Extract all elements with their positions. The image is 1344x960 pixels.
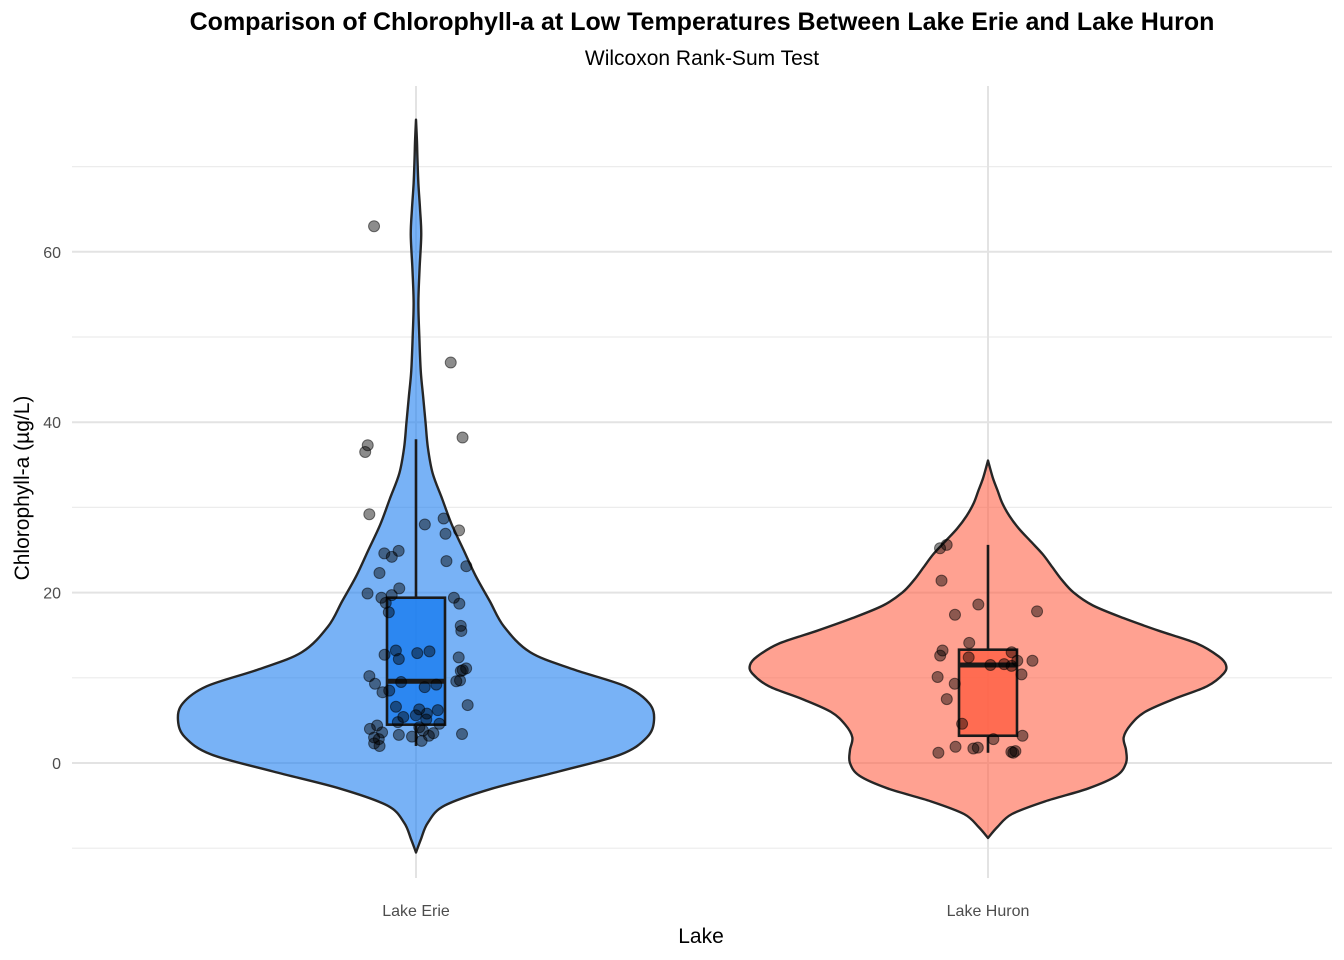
data-point (389, 700, 402, 713)
data-point (409, 709, 422, 722)
data-point (379, 596, 392, 609)
box-iqr (385, 596, 447, 726)
y-tick-labels: 0 20 40 60 (43, 245, 61, 773)
y-tick-label: 0 (52, 756, 61, 773)
data-point (395, 676, 408, 689)
data-point (461, 699, 474, 712)
data-point (934, 542, 947, 555)
data-point (940, 538, 953, 551)
data-point (418, 518, 431, 531)
data-point (1007, 746, 1020, 759)
x-tick-labels: Lake Erie Lake Huron (382, 903, 1029, 920)
data-point (1026, 654, 1039, 667)
data-point (455, 624, 468, 637)
data-point (373, 739, 386, 752)
data-point (940, 693, 953, 706)
data-point (359, 446, 372, 459)
data-point (378, 648, 391, 661)
data-point (987, 733, 1000, 746)
data-point (439, 527, 452, 540)
data-point (932, 746, 945, 759)
data-point (361, 587, 374, 600)
violins (176, 118, 1228, 854)
data-point (456, 431, 469, 444)
data-point (1009, 745, 1022, 758)
data-point (440, 555, 453, 568)
data-point (949, 740, 962, 753)
data-point (382, 606, 395, 619)
data-point (411, 647, 424, 660)
data-point (431, 704, 444, 717)
data-point (963, 636, 976, 649)
data-point (1005, 646, 1018, 659)
data-point (948, 677, 961, 690)
chart-title: Comparison of Chlorophyll-a at Low Tempe… (189, 8, 1215, 36)
boxplots (385, 439, 1019, 753)
y-tick-label: 60 (43, 245, 61, 262)
x-axis-title: Lake (678, 925, 724, 948)
data-point (972, 598, 985, 611)
data-point (1016, 729, 1029, 742)
y-tick-label: 20 (43, 586, 61, 603)
data-point (369, 677, 382, 690)
data-point (1031, 605, 1044, 618)
data-point (998, 658, 1011, 671)
jitter-points (359, 220, 1044, 759)
data-point (931, 670, 944, 683)
data-point (376, 686, 389, 699)
data-point (420, 713, 433, 726)
data-point (418, 681, 431, 694)
data-point (971, 741, 984, 754)
x-tick-label: Lake Erie (382, 903, 450, 920)
data-point (1005, 659, 1018, 672)
x-tick-label: Lake Huron (947, 903, 1030, 920)
data-point (984, 659, 997, 672)
data-point (1015, 668, 1028, 681)
data-point (433, 717, 446, 730)
data-point (444, 356, 457, 369)
y-tick-label: 40 (43, 415, 61, 432)
data-point (363, 508, 376, 521)
data-point (450, 675, 463, 688)
chart-subtitle: Wilcoxon Rank-Sum Test (584, 47, 820, 70)
data-point (956, 717, 969, 730)
data-point (378, 547, 391, 560)
data-point (948, 608, 961, 621)
data-point (453, 524, 466, 537)
data-point (935, 574, 948, 587)
data-point (454, 664, 467, 677)
data-point (967, 742, 980, 755)
data-point (430, 678, 443, 691)
data-point (361, 439, 374, 452)
data-point (393, 582, 406, 595)
data-point (373, 567, 386, 580)
data-point (452, 651, 465, 664)
data-point (392, 653, 405, 666)
data-point (415, 734, 428, 747)
data-point (392, 728, 405, 741)
data-point (437, 512, 450, 525)
data-point (460, 560, 473, 573)
data-point (453, 597, 466, 610)
data-point (391, 716, 404, 729)
data-point (423, 645, 436, 658)
y-axis-title: Chlorophyll-a (µg/L) (11, 396, 34, 581)
data-point (456, 728, 469, 741)
data-point (385, 550, 398, 563)
data-point (962, 651, 975, 664)
data-point (934, 649, 947, 662)
data-point (368, 220, 381, 233)
